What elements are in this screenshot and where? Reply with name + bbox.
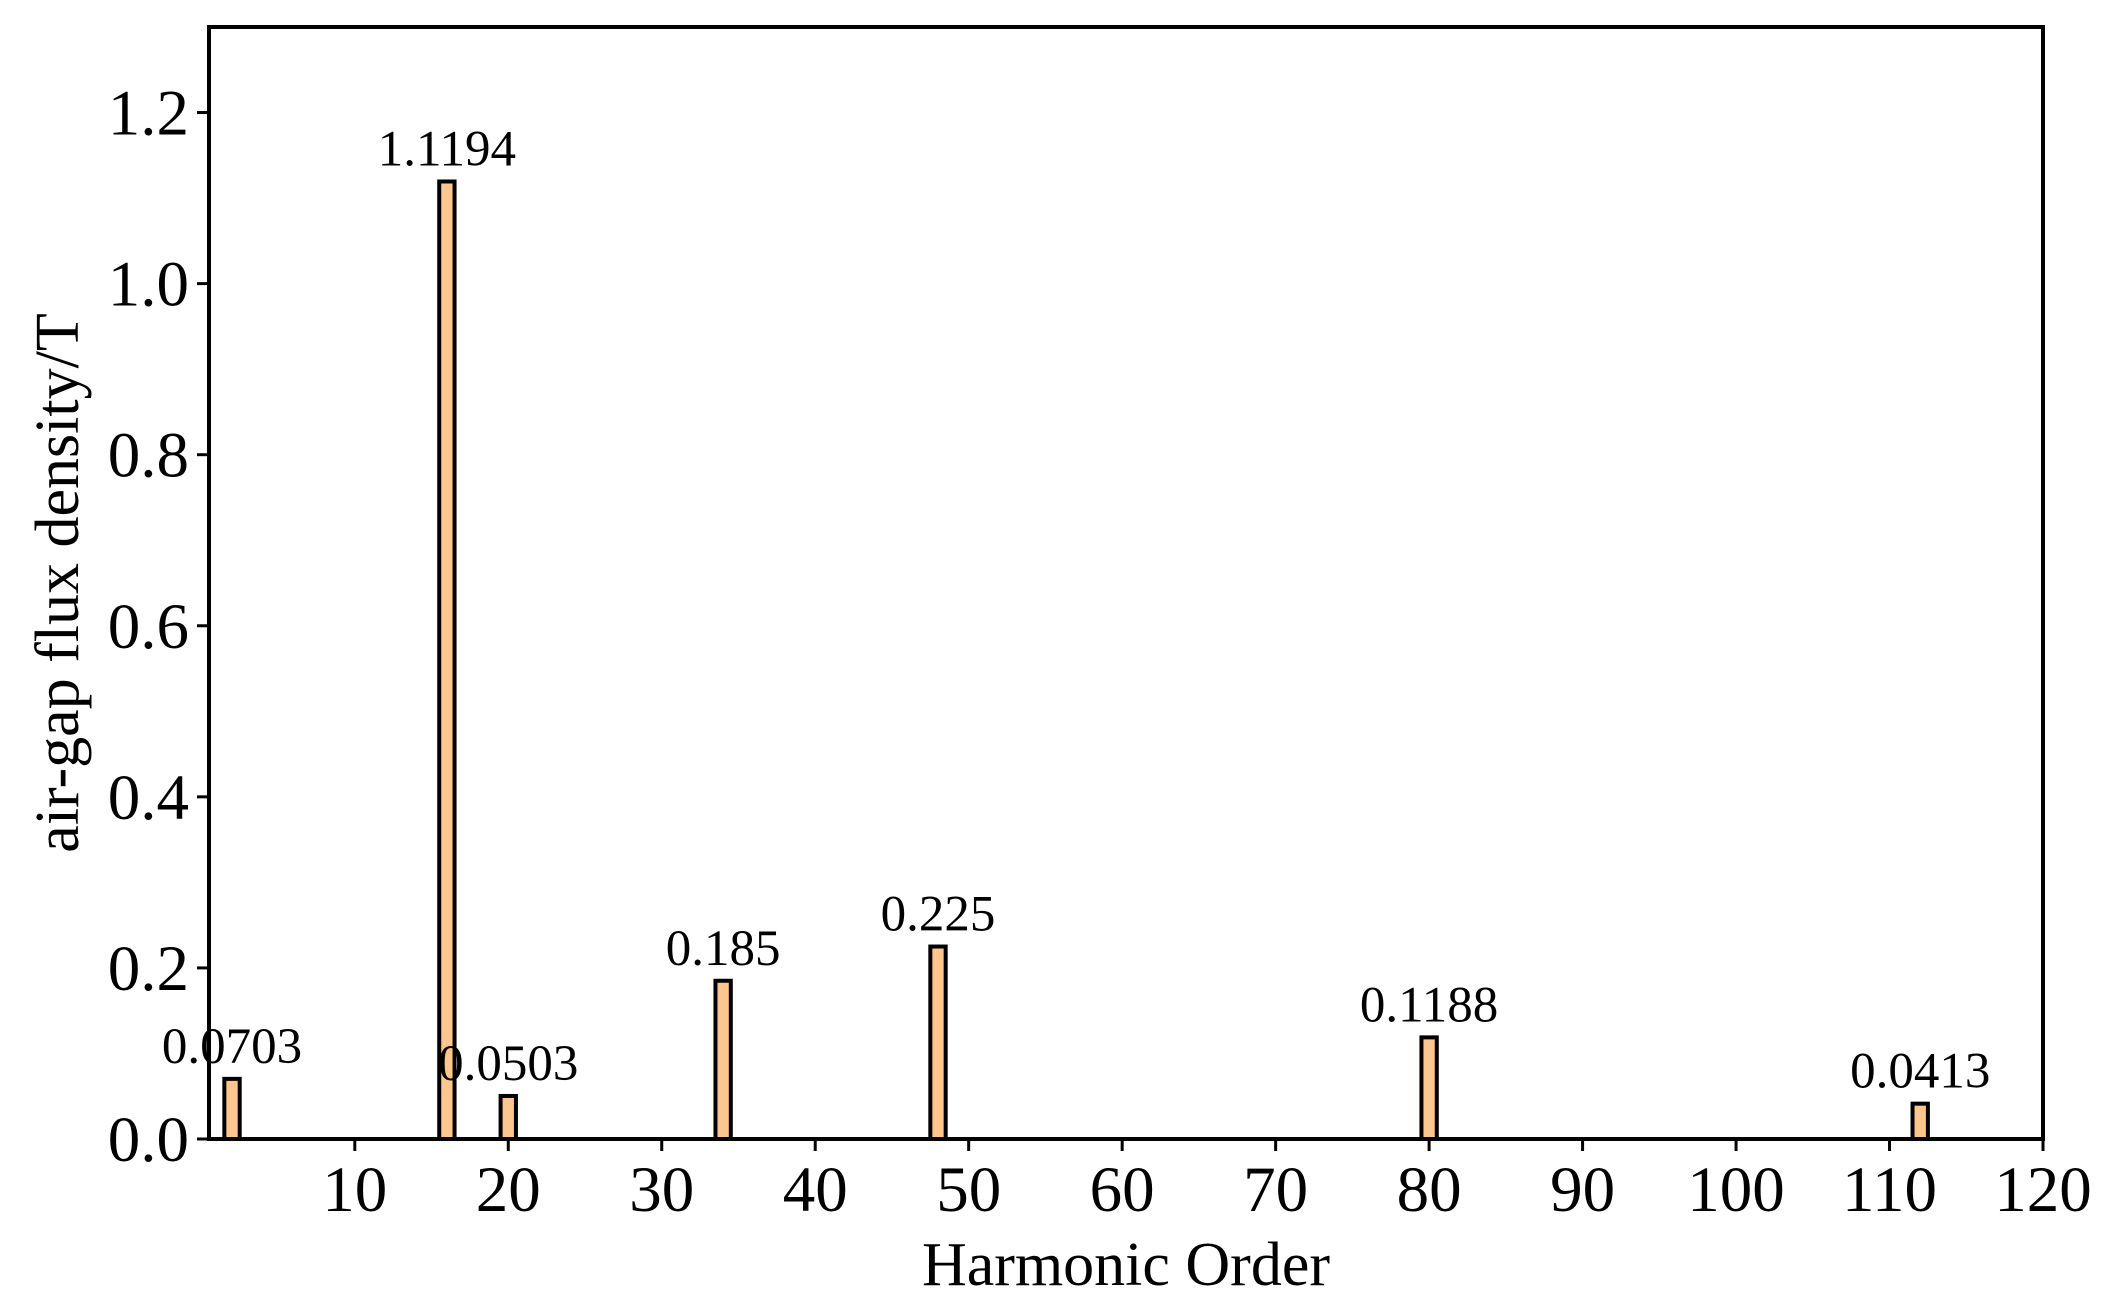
bar <box>498 1093 518 1141</box>
data-label: 0.0503 <box>438 1036 578 1092</box>
y-tick-label: 0.2 <box>108 933 189 1005</box>
y-tick-label: 0.0 <box>108 1104 189 1176</box>
bar <box>437 179 457 1141</box>
data-label: 0.1188 <box>1360 977 1498 1033</box>
x-tick-label: 60 <box>1090 1154 1155 1226</box>
x-tick-label: 20 <box>476 1154 541 1226</box>
bar <box>222 1076 242 1141</box>
data-label: 0.0703 <box>162 1019 302 1075</box>
x-tick-label: 110 <box>1842 1154 1937 1226</box>
x-tick-label: 40 <box>783 1154 848 1226</box>
data-label: 0.225 <box>881 887 996 943</box>
x-axis-label: Harmonic Order <box>922 1231 1330 1299</box>
data-label: 0.0413 <box>1850 1044 1990 1100</box>
y-tick-label: 0.8 <box>108 420 189 492</box>
y-tick-label: 1.2 <box>108 78 189 150</box>
x-tick-label: 30 <box>629 1154 694 1226</box>
x-tick-label: 100 <box>1687 1154 1785 1226</box>
bar <box>1419 1035 1439 1141</box>
data-label: 0.185 <box>666 921 781 977</box>
bar <box>928 944 948 1141</box>
y-axis-label: air-gap flux density/T <box>24 313 92 852</box>
bar <box>713 978 733 1141</box>
y-tick-label: 0.6 <box>108 591 189 663</box>
x-tick-label: 120 <box>1994 1154 2092 1226</box>
data-label: 1.1194 <box>378 121 516 177</box>
y-tick-label: 0.4 <box>108 762 189 834</box>
x-tick-label: 10 <box>322 1154 387 1226</box>
x-tick-label: 80 <box>1397 1154 1462 1226</box>
bar <box>1910 1101 1930 1141</box>
y-tick-label: 1.0 <box>108 249 189 321</box>
x-tick-label: 50 <box>936 1154 1001 1226</box>
x-tick-label: 70 <box>1243 1154 1308 1226</box>
x-tick-label: 90 <box>1550 1154 1615 1226</box>
plot-frame <box>207 25 2045 1141</box>
